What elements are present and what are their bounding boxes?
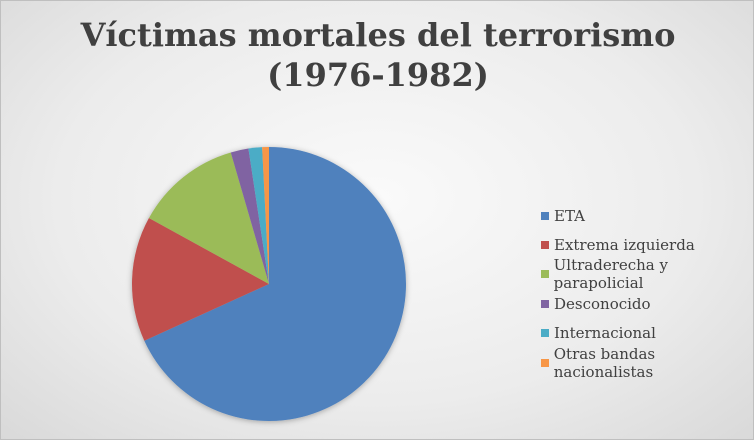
title-line-2: (1976-1982) <box>267 56 489 94</box>
legend-swatch <box>541 241 549 250</box>
legend-label: Ultraderecha y parapolicial <box>553 256 668 293</box>
legend: ETA Extrema izquierda Ultraderecha y parap… <box>541 201 753 381</box>
legend-swatch <box>541 329 549 338</box>
legend-swatch <box>541 211 549 220</box>
legend-label: ETA <box>554 206 585 225</box>
legend-item: Desconocido <box>541 289 753 318</box>
legend-label: Extrema izquierda <box>554 236 695 255</box>
legend-label: Desconocido <box>554 294 651 313</box>
legend-item: Otras bandas nacionalistas <box>541 345 753 381</box>
pie-slice-extrema-izquierda <box>132 217 269 341</box>
pie-slice-ultraderecha-y-parapolicial <box>148 152 269 284</box>
pie-slice-desconocido <box>230 148 269 284</box>
legend-swatch <box>541 358 549 367</box>
legend-item: Ultraderecha y parapolicial <box>541 256 753 292</box>
legend-item: Extrema izquierda <box>541 230 753 259</box>
legend-item: ETA <box>541 201 753 230</box>
pie-slice-eta <box>144 147 406 421</box>
legend-swatch <box>541 270 549 279</box>
chart-title: Víctimas mortales del terrorismo (1976-1… <box>1 15 754 95</box>
title-line-1: Víctimas mortales del terrorismo <box>80 16 676 54</box>
legend-label: Otras bandas nacionalistas <box>553 344 656 381</box>
pie-slice-otras-bandas-nacionalistas <box>262 147 269 284</box>
pie-slice-internacional <box>248 147 269 284</box>
legend-swatch <box>541 299 549 308</box>
legend-label: Internacional <box>554 324 656 343</box>
legend-item: Internacional <box>541 319 753 348</box>
